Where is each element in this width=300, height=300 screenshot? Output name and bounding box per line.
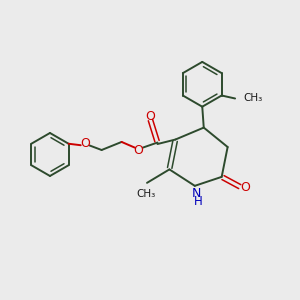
Text: O: O	[145, 110, 155, 123]
Text: O: O	[241, 181, 250, 194]
Text: CH₃: CH₃	[244, 94, 263, 103]
Text: H: H	[194, 195, 202, 208]
Text: O: O	[134, 143, 144, 157]
Text: O: O	[80, 137, 90, 150]
Text: CH₃: CH₃	[136, 189, 155, 200]
Text: N: N	[192, 187, 201, 200]
